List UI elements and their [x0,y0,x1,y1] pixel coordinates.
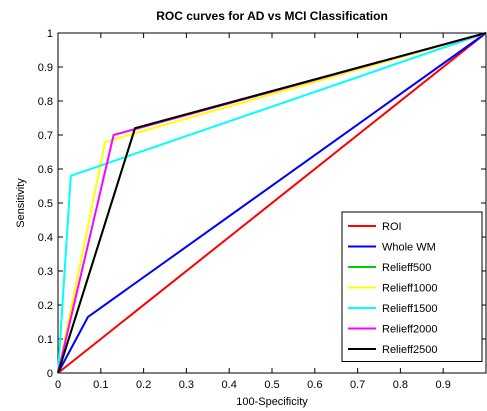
x-tick-label: 0.1 [93,379,108,391]
x-tick-label: 0 [55,379,61,391]
y-tick-label: 0.2 [38,300,53,312]
x-tick-label: 0.4 [222,379,237,391]
series-line-relieff2500 [57,32,487,374]
series-line-roi [57,32,487,374]
legend-label-relieff1500: Relieff1500 [382,303,437,315]
legend-label-whole-wm: Whole WM [382,242,436,254]
y-tick-label: 0.5 [38,198,53,210]
x-tick-label: 0.8 [393,379,408,391]
y-tick-label: 0.9 [38,62,53,74]
y-axis-label: Sensitivity [15,178,27,228]
y-tick-label: 0.1 [38,334,53,346]
x-tick-label: 0.3 [179,379,194,391]
x-tick-label: 0.2 [136,379,151,391]
y-tick-label: 0 [47,368,53,380]
legend: ROI Whole WM Relieff500 Relieff1000 Relieff1… [341,211,483,362]
y-tick-label: 0.7 [38,130,53,142]
y-tick-label: 0.3 [38,266,53,278]
x-tick-label: 0.5 [264,379,279,391]
legend-label-relieff500: Relieff500 [382,262,431,274]
legend-label-relieff1000: Relieff1000 [382,283,437,295]
legend-label-roi: ROI [382,221,402,233]
series-line-whole-wm [57,32,487,374]
y-tick-label: 0.8 [38,96,53,108]
y-tick-label: 1 [47,28,53,40]
legend-label-relieff2500: Relieff2500 [382,344,437,356]
series-line-relieff1000 [57,32,487,374]
y-tick-label: 0.6 [38,164,53,176]
x-tick-label: 0.6 [307,379,322,391]
x-tick-label: 0.9 [436,379,451,391]
x-tick-label: 0.7 [350,379,365,391]
series-line-relieff1500 [57,32,487,374]
legend-label-relieff2000: Relieff2000 [382,324,437,336]
chart-title: ROC curves for AD vs MCI Classification [156,9,388,23]
y-tick-label: 0.4 [38,232,53,244]
x-axis-label: 100-Specificity [236,396,308,408]
